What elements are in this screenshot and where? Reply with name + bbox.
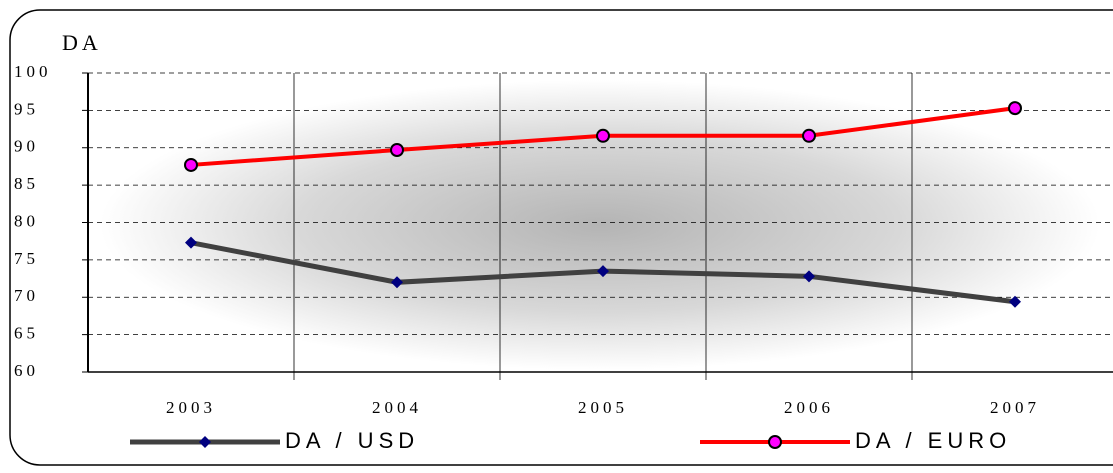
marker	[184, 157, 198, 172]
marker	[597, 265, 609, 278]
plot-background	[100, 80, 1100, 370]
y-tick-label: 60	[14, 361, 39, 380]
y-tick-label: 95	[14, 99, 39, 118]
y-tick-label: 70	[14, 286, 39, 305]
marker	[1009, 295, 1021, 308]
plot	[82, 72, 1113, 380]
x-tick-label: 2003	[166, 398, 216, 417]
marker	[768, 435, 782, 449]
x-tick-label: 2005	[578, 398, 628, 417]
y-tick-label: 90	[14, 137, 39, 156]
legend-label: DA / USD	[285, 428, 419, 453]
legend-label: DA / EURO	[855, 428, 1011, 453]
y-tick-label: 100	[14, 62, 52, 81]
y-tick-label: 65	[14, 324, 39, 343]
marker	[185, 236, 197, 249]
y-tick-label: 80	[14, 211, 39, 230]
x-tick-label: 2007	[990, 398, 1040, 417]
marker	[390, 142, 404, 157]
marker	[596, 128, 610, 143]
marker	[802, 128, 816, 143]
marker	[391, 276, 403, 289]
x-tick-label: 2004	[372, 398, 422, 417]
marker	[199, 436, 211, 448]
marker	[803, 270, 815, 283]
x-tick-label: 2006	[784, 398, 834, 417]
y-axis-label: DA	[62, 30, 102, 55]
marker	[1008, 101, 1022, 116]
y-tick-label: 85	[14, 174, 39, 193]
y-tick-label: 75	[14, 249, 39, 268]
